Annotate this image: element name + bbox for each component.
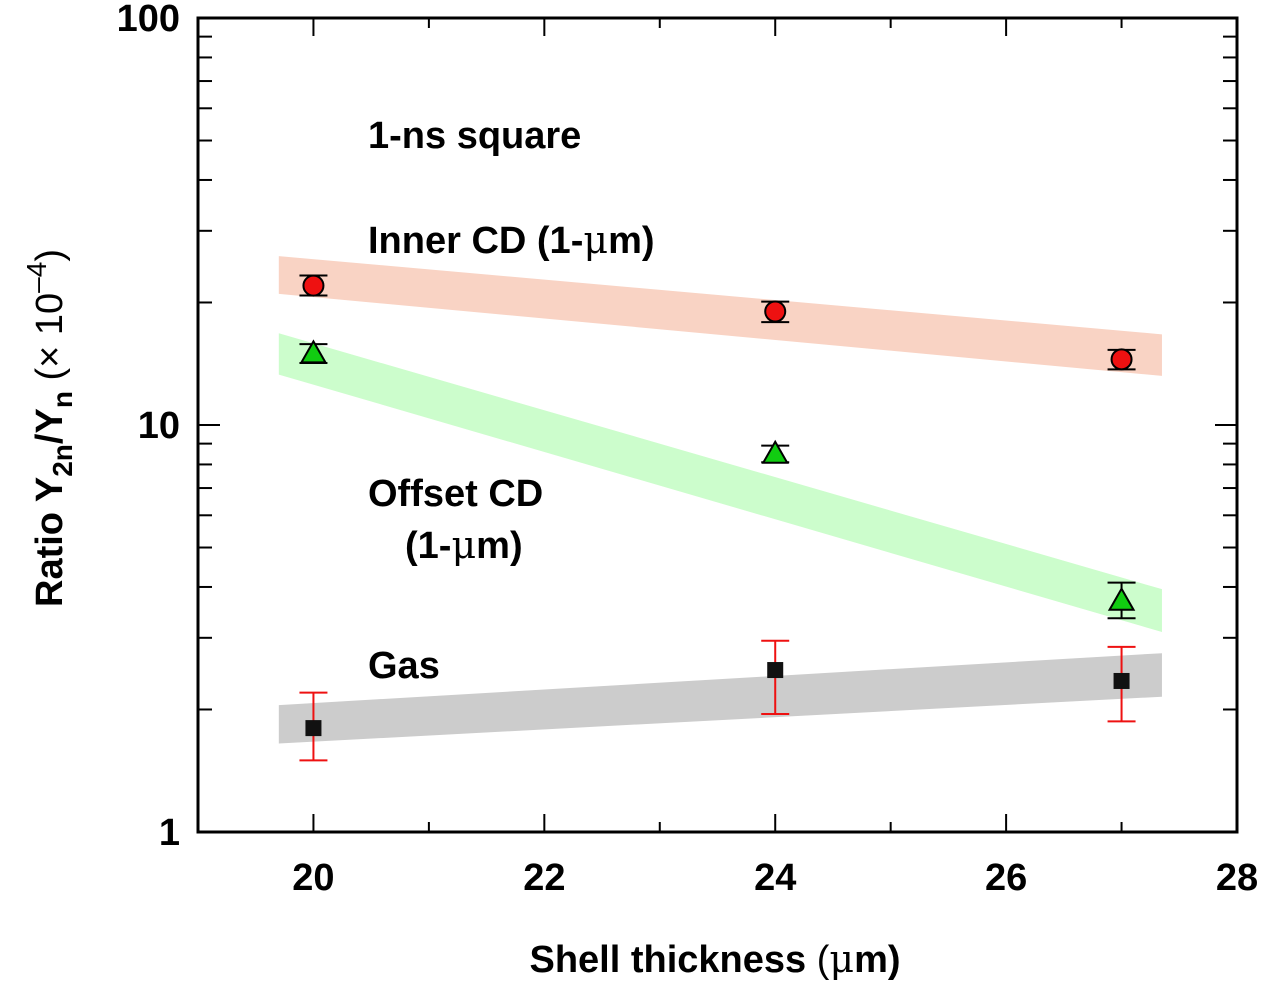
annotation-inner-cd-mu: μ (583, 218, 608, 262)
annotation-inner-cd-text: Inner CD (1- (368, 220, 583, 262)
point-gas (1113, 672, 1130, 689)
plot-frame (196, 16, 1239, 834)
point-inner-cd (1110, 348, 1133, 371)
y-axis-title-factor: (× 10 (29, 293, 71, 391)
y-axis-title: Ratio Y2n/Yn (× 10–4) (21, 249, 78, 607)
y-tick-label: 10 (138, 405, 180, 447)
band-1 (278, 333, 1162, 633)
y-tick-label: 1 (159, 812, 180, 854)
y-axis-title-slash: /Y (29, 408, 71, 444)
y-axis-title-sub2: n (47, 391, 78, 408)
band-2 (278, 653, 1162, 744)
data-markers (299, 274, 1136, 737)
x-axis-title-main: Shell thickness (529, 939, 816, 981)
x-axis-title-paren: ( (817, 939, 830, 981)
point-gas (305, 720, 322, 737)
x-tick-label: 26 (985, 857, 1027, 899)
point-inner-cd (302, 274, 325, 297)
annotation-offset-cd-text: (1- (405, 525, 451, 567)
x-axis-title-rest: m) (854, 939, 900, 981)
y-axis-title-exp: –4 (21, 262, 52, 293)
annotation-inner-cd: Inner CD (1-μm) (368, 218, 655, 262)
point-inner-cd (764, 300, 787, 323)
x-tick-label: 22 (523, 857, 565, 899)
y-axis-title-close: ) (29, 249, 71, 262)
annotation-1ns-square: 1-ns square (368, 115, 581, 157)
x-axis-title: Shell thickness (μm) (529, 937, 900, 981)
annotation-inner-cd-end: m) (608, 220, 654, 262)
annotation-offset-cd-end: m) (476, 525, 522, 567)
band-0 (278, 256, 1162, 376)
y-tick-label: 100 (117, 0, 180, 40)
point-offset-cd (761, 439, 789, 464)
annotation-offset-cd-line1: Offset CD (368, 473, 543, 515)
x-tick-label: 20 (292, 857, 334, 899)
x-tick-label: 24 (754, 857, 796, 899)
point-offset-cd (299, 339, 328, 364)
y-axis-title-main: Ratio Y (29, 477, 71, 607)
annotation-offset-cd-mu: μ (451, 523, 476, 567)
tick-labels: 20 22 24 26 28 1 10 100 (117, 0, 1259, 899)
point-offset-cd (1107, 586, 1136, 611)
annotation-offset-cd-line2: (1-μm) (405, 523, 523, 567)
point-gas (767, 662, 784, 679)
confidence-bands (278, 256, 1162, 744)
x-axis-title-mu: μ (829, 937, 854, 981)
x-tick-label: 28 (1216, 857, 1258, 899)
annotation-gas: Gas (368, 645, 440, 687)
y-axis-title-sub1: 2n (47, 444, 78, 477)
